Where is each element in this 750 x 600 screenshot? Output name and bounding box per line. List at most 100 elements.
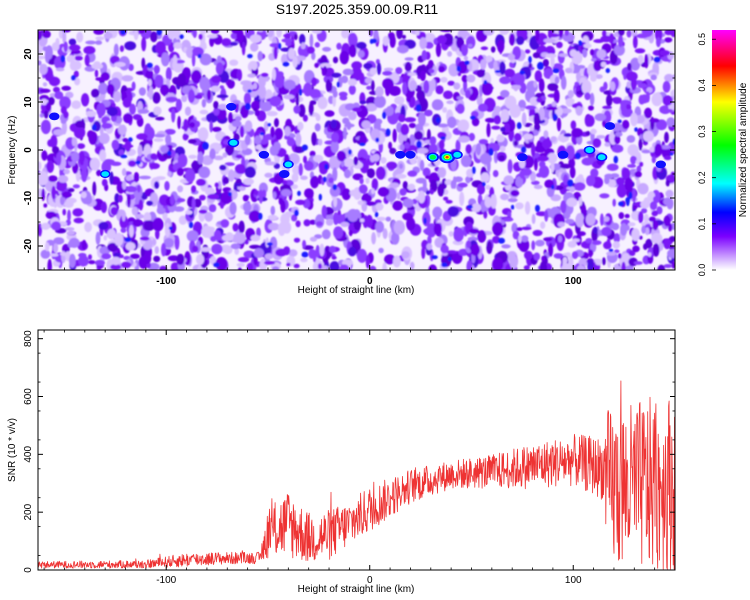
spectrogram-cell — [538, 165, 550, 179]
spectrogram-cell — [428, 68, 435, 74]
spectrogram-cell — [448, 231, 454, 237]
spectrogram-cell — [332, 90, 338, 98]
spectrogram-cell — [427, 59, 434, 69]
spectrogram-cell — [415, 30, 420, 36]
spectrogram-hotspot — [604, 122, 616, 130]
spectrogram-cell — [511, 222, 518, 234]
spectrogram-cell — [382, 262, 387, 270]
spectrogram-cell — [342, 68, 354, 76]
spectrogram-cell — [521, 168, 533, 176]
spectrogram-cell — [392, 200, 403, 211]
spectrogram-cell — [634, 127, 638, 132]
spectrogram-cell — [254, 109, 260, 117]
spectrogram-cell — [560, 200, 567, 214]
spectrogram-cell — [556, 41, 563, 49]
spectrogram-cell — [92, 181, 97, 196]
spectrogram-cell — [618, 201, 624, 207]
spectrogram-cell — [39, 88, 51, 94]
spectrogram-cell — [198, 209, 208, 214]
spectrogram-cell — [542, 59, 550, 67]
spectrogram-cell — [509, 61, 515, 68]
spectrogram-cell — [120, 30, 126, 35]
spectrogram-cell — [294, 209, 299, 217]
spectrogram-cell — [535, 30, 540, 42]
spectrogram-cell — [53, 86, 60, 93]
spectrogram-cell — [131, 81, 136, 91]
spectrogram-cell — [269, 43, 280, 48]
spectrogram-cell — [631, 156, 637, 162]
spectrogram-cell — [528, 63, 533, 69]
spectrogram-cell — [378, 247, 384, 254]
spectrogram-cell — [243, 92, 252, 106]
spectrogram-cell — [584, 92, 591, 101]
spectrogram-cell — [45, 211, 57, 220]
spectrogram-cell — [295, 199, 306, 205]
spectrogram-cell — [498, 155, 505, 162]
spectrogram-cell — [562, 256, 568, 265]
spectrogram-cell — [541, 255, 546, 262]
spectrogram-cell — [40, 98, 48, 106]
spectrogram-cell — [55, 67, 65, 72]
spectrogram-cell — [547, 33, 560, 38]
spectrogram-cell — [188, 89, 195, 103]
spectrogram-cell — [237, 257, 250, 263]
spectrogram-cell — [331, 255, 337, 260]
spectrogram-cell — [309, 33, 314, 48]
spectrogram-cell — [273, 45, 278, 60]
spectrogram-cell — [298, 88, 303, 97]
spectrogram-cell — [483, 80, 488, 85]
spectrogram-cell — [132, 114, 142, 121]
spectrogram-cell — [121, 75, 134, 82]
spectrogram-cell — [663, 108, 674, 113]
spectrogram-cell — [309, 150, 316, 158]
spectrogram-cell — [221, 234, 233, 242]
spectrogram-cell — [113, 252, 122, 257]
spectrogram-cell — [661, 146, 672, 159]
spectrogram-cell — [612, 97, 622, 104]
spectrogram-cell — [125, 242, 136, 251]
spectrogram-cell — [644, 227, 650, 236]
spectrogram-cell — [393, 220, 405, 235]
spectrogram-cell — [119, 254, 124, 259]
spectrogram-cell — [419, 159, 425, 171]
spectrogram-cell — [431, 255, 438, 260]
spectrogram-cell — [575, 213, 585, 228]
spectrogram-cell — [134, 213, 144, 219]
spectrogram-cell — [266, 110, 278, 117]
spectrogram-cell — [311, 51, 316, 61]
spectrogram-cell — [315, 245, 320, 258]
spectrogram-cell — [440, 76, 448, 83]
spectrogram-cell — [476, 183, 486, 195]
spectrogram-cell — [110, 161, 122, 166]
spectrogram-cell — [372, 153, 380, 162]
spectrogram-cell — [215, 62, 224, 75]
spectrogram-cell — [447, 116, 457, 129]
spectrogram-cell — [143, 220, 155, 231]
spectrogram-cell — [244, 239, 249, 245]
spectrogram-cell — [376, 62, 382, 75]
spectrogram-cell — [258, 212, 263, 220]
spectrogram-cell — [44, 48, 50, 63]
spectrogram-cell — [433, 222, 442, 236]
spectrogram-cell — [321, 67, 326, 76]
spectrogram-cell — [174, 235, 180, 250]
spectrogram-cell — [612, 241, 620, 249]
spectrogram-cell — [100, 201, 107, 214]
spectrogram-cell — [524, 201, 531, 215]
spectrogram-cell — [185, 210, 193, 215]
spectrogram-cell — [615, 131, 623, 137]
spectrogram-cell — [106, 83, 115, 95]
spectrogram-cell — [475, 143, 482, 156]
x-tick-label: 100 — [565, 276, 582, 287]
spectrogram-cell — [54, 91, 64, 100]
spectrogram-cell — [67, 188, 75, 193]
spectrogram-cell — [657, 264, 666, 270]
spectrogram-cell — [339, 50, 349, 65]
spectrogram-cell — [392, 128, 397, 143]
spectrogram-cell — [533, 80, 538, 88]
spectrogram-cell — [120, 154, 128, 159]
spectrogram-cell — [465, 144, 472, 155]
spectrogram-cell — [423, 217, 427, 225]
spectrogram-cell — [630, 112, 638, 127]
spectrogram-cell — [213, 155, 224, 161]
